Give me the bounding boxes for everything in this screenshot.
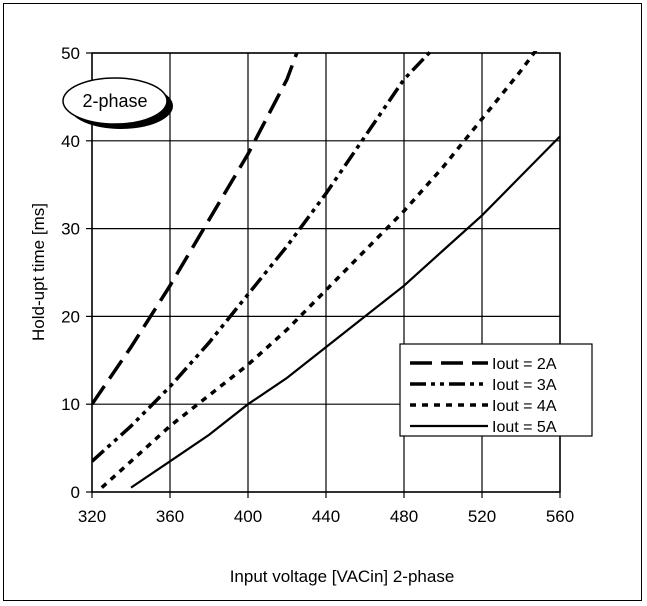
series-layer (92, 51, 561, 489)
x-tick-label-360: 360 (156, 507, 184, 526)
y-axis-title: Hold-upt time [ms] (29, 203, 48, 341)
x-tick-label-480: 480 (390, 507, 418, 526)
x-tick-label-320: 320 (78, 507, 106, 526)
x-tick-label-520: 520 (468, 507, 496, 526)
badge-ellipse (62, 77, 168, 125)
y-tick-label-20: 20 (61, 307, 80, 326)
legend-label-3: Iout = 4A (492, 398, 557, 415)
legend-label-1: Iout = 2A (492, 356, 557, 373)
y-tick-label-50: 50 (61, 44, 80, 63)
phase-annotation-badge: 2-phase (62, 77, 173, 129)
x-tick-label-400: 400 (234, 507, 262, 526)
chart-frame: 320 360 400 440 480 520 560 0 10 20 30 40 50 2-phase… (3, 3, 642, 601)
axis-layer: 320 360 400 440 480 520 560 0 10 20 30 40 50 (61, 44, 574, 526)
series-line-2 (92, 51, 434, 463)
x-axis-title: Input voltage [VACin] 2-phase (230, 567, 455, 586)
series-line-1 (92, 52, 299, 406)
legend: Iout = 2A Iout = 3A Iout = 4A Iout = 5A (399, 343, 593, 437)
legend-label-4: Iout = 5A (492, 419, 557, 436)
y-tick-label-30: 30 (61, 220, 80, 239)
y-tick-label-0: 0 (71, 483, 80, 502)
hold-up-time-chart: 320 360 400 440 480 520 560 0 10 20 30 40 50 2-phase… (29, 44, 593, 586)
series-line-4 (130, 135, 561, 489)
legend-label-2: Iout = 3A (492, 377, 557, 394)
x-tick-label-440: 440 (312, 507, 340, 526)
y-tick-label-10: 10 (61, 395, 80, 414)
x-tick-label-560: 560 (546, 507, 574, 526)
series-line-3 (100, 51, 538, 489)
badge-label: 2-phase (82, 91, 147, 111)
legend-box (399, 343, 593, 437)
y-tick-label-40: 40 (61, 132, 80, 151)
